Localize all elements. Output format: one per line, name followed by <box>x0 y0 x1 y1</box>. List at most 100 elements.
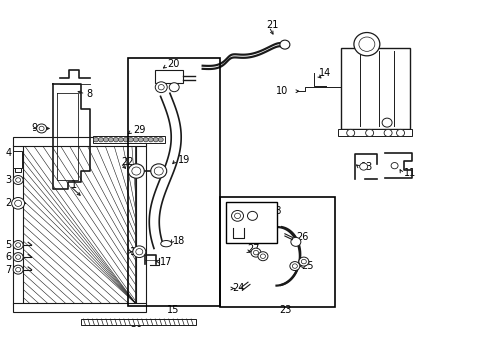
Circle shape <box>108 138 113 142</box>
Text: 9: 9 <box>32 123 38 134</box>
Text: 14: 14 <box>319 68 331 78</box>
Circle shape <box>133 138 138 142</box>
Circle shape <box>123 138 128 142</box>
Circle shape <box>299 257 309 266</box>
Circle shape <box>169 83 179 92</box>
Text: 1: 1 <box>71 180 76 190</box>
Circle shape <box>13 176 23 184</box>
Circle shape <box>158 138 163 142</box>
Circle shape <box>113 138 119 142</box>
Circle shape <box>290 262 300 271</box>
Text: 15: 15 <box>167 305 179 315</box>
Circle shape <box>384 129 392 136</box>
Circle shape <box>251 248 261 257</box>
Text: 26: 26 <box>296 232 308 242</box>
Text: 3: 3 <box>6 175 12 185</box>
Text: 23: 23 <box>280 305 292 315</box>
Circle shape <box>37 124 47 133</box>
Circle shape <box>382 118 392 127</box>
Circle shape <box>280 40 290 49</box>
Circle shape <box>258 252 268 261</box>
Circle shape <box>366 129 374 136</box>
Circle shape <box>16 255 21 259</box>
Circle shape <box>154 167 163 175</box>
Circle shape <box>94 138 98 142</box>
Circle shape <box>232 211 244 221</box>
Circle shape <box>359 37 375 51</box>
Bar <box>220 197 335 307</box>
Circle shape <box>16 243 21 247</box>
Bar <box>136 145 147 304</box>
Circle shape <box>13 240 23 249</box>
Text: 2: 2 <box>6 198 12 208</box>
Text: 4: 4 <box>6 148 12 158</box>
Circle shape <box>136 249 143 255</box>
Bar <box>81 319 196 325</box>
Circle shape <box>103 138 108 142</box>
Text: 7: 7 <box>6 265 12 275</box>
Text: 24: 24 <box>233 283 245 293</box>
Text: 12: 12 <box>397 118 410 128</box>
Text: 16: 16 <box>130 247 143 257</box>
Text: 6: 6 <box>6 252 12 262</box>
Circle shape <box>39 126 44 131</box>
Text: 28: 28 <box>269 206 281 216</box>
Circle shape <box>133 246 146 257</box>
Circle shape <box>155 82 167 93</box>
Bar <box>13 151 22 168</box>
Circle shape <box>293 264 297 268</box>
Bar <box>128 58 220 306</box>
Circle shape <box>391 162 398 169</box>
Bar <box>155 70 183 83</box>
Text: 29: 29 <box>133 125 145 135</box>
Circle shape <box>253 250 258 255</box>
Ellipse shape <box>161 240 171 247</box>
Circle shape <box>128 138 133 142</box>
Circle shape <box>261 254 266 258</box>
Text: 22: 22 <box>122 157 134 167</box>
Circle shape <box>151 164 167 178</box>
Circle shape <box>138 138 143 142</box>
Circle shape <box>360 163 368 170</box>
Circle shape <box>153 138 158 142</box>
Circle shape <box>16 178 21 182</box>
Circle shape <box>143 138 148 142</box>
Text: 25: 25 <box>301 261 313 271</box>
Circle shape <box>13 253 23 262</box>
Circle shape <box>16 267 21 272</box>
Circle shape <box>354 32 380 56</box>
Bar <box>13 303 147 312</box>
Circle shape <box>396 129 405 136</box>
Circle shape <box>119 138 123 142</box>
Circle shape <box>12 198 24 209</box>
Bar <box>15 168 21 172</box>
Circle shape <box>15 200 22 206</box>
Bar <box>13 137 147 146</box>
Bar <box>13 145 23 304</box>
Bar <box>22 145 136 304</box>
Bar <box>226 202 277 243</box>
Text: 20: 20 <box>168 59 180 69</box>
Text: 11: 11 <box>404 168 416 178</box>
Circle shape <box>132 167 141 175</box>
Text: 5: 5 <box>6 240 12 250</box>
Text: 13: 13 <box>361 162 373 172</box>
Circle shape <box>148 138 153 142</box>
Circle shape <box>13 265 23 274</box>
Text: 27: 27 <box>247 244 260 255</box>
Circle shape <box>247 211 257 220</box>
Bar <box>338 129 412 136</box>
Text: 8: 8 <box>86 89 93 99</box>
Bar <box>93 136 165 143</box>
Circle shape <box>235 213 241 219</box>
Text: 30: 30 <box>130 319 143 329</box>
Text: 19: 19 <box>178 155 190 165</box>
Text: 17: 17 <box>160 257 172 267</box>
Text: 18: 18 <box>172 235 185 246</box>
Circle shape <box>128 164 144 178</box>
Circle shape <box>291 237 301 246</box>
Circle shape <box>158 85 164 90</box>
Circle shape <box>347 129 355 136</box>
Circle shape <box>301 259 306 264</box>
Bar <box>341 48 410 129</box>
